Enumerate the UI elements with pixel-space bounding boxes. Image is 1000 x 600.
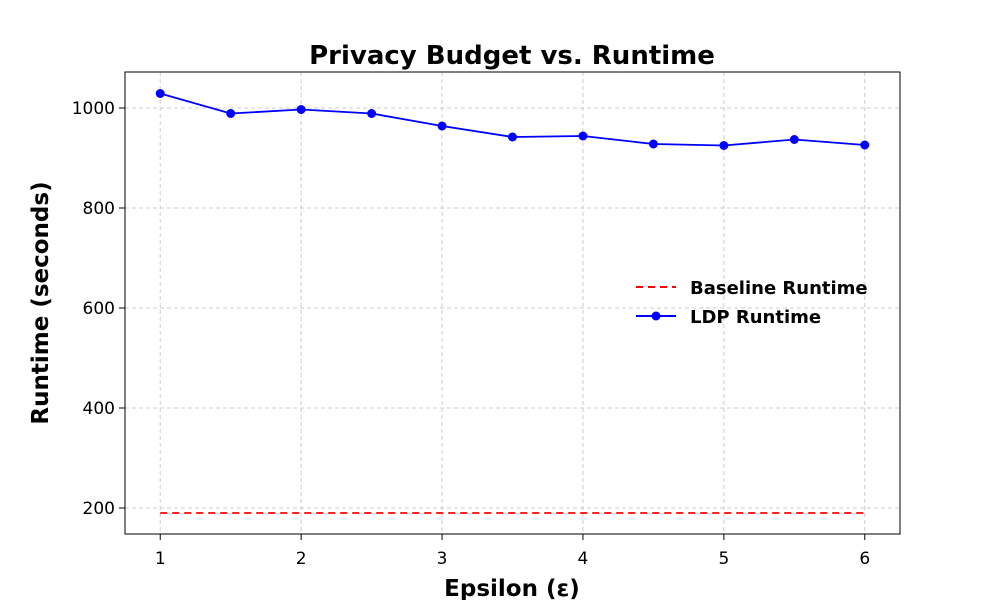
legend: Baseline Runtime LDP Runtime — [636, 278, 868, 328]
series-layer — [155, 89, 870, 514]
legend-label-ldp: LDP Runtime — [690, 307, 821, 328]
data-point — [578, 131, 588, 141]
data-point — [860, 140, 870, 150]
x-tick-label: 5 — [718, 549, 729, 569]
legend-marker-ldp — [651, 311, 661, 321]
data-point — [508, 132, 517, 142]
legend-label-baseline: Baseline Runtime — [690, 278, 868, 299]
chart-title: Privacy Budget vs. Runtime — [309, 41, 715, 71]
data-point — [296, 105, 306, 114]
x-tick-label: 1 — [155, 549, 166, 569]
data-point — [367, 109, 377, 118]
y-tick-label: 200 — [83, 499, 115, 519]
data-point — [155, 89, 165, 98]
y-tick-label: 400 — [83, 399, 115, 419]
x-tick-label: 4 — [578, 549, 589, 569]
data-point — [719, 141, 729, 150]
x-tick-label: 3 — [437, 549, 448, 569]
y-tick-label: 1000 — [72, 99, 115, 119]
x-tick-label: 6 — [859, 549, 870, 569]
y-axis-label: Runtime (seconds) — [28, 181, 54, 424]
y-tick-label: 600 — [83, 299, 115, 319]
data-point — [437, 121, 447, 131]
data-point — [648, 139, 658, 149]
ticks: 1 2 3 4 5 6 200 400 600 800 1000 — [72, 99, 870, 569]
plot-frame — [124, 71, 901, 535]
y-tick-label: 800 — [83, 199, 115, 219]
data-point — [226, 109, 236, 118]
x-tick-label: 2 — [296, 549, 307, 569]
data-point — [789, 135, 799, 144]
x-axis-label: Epsilon (ε) — [444, 576, 580, 600]
